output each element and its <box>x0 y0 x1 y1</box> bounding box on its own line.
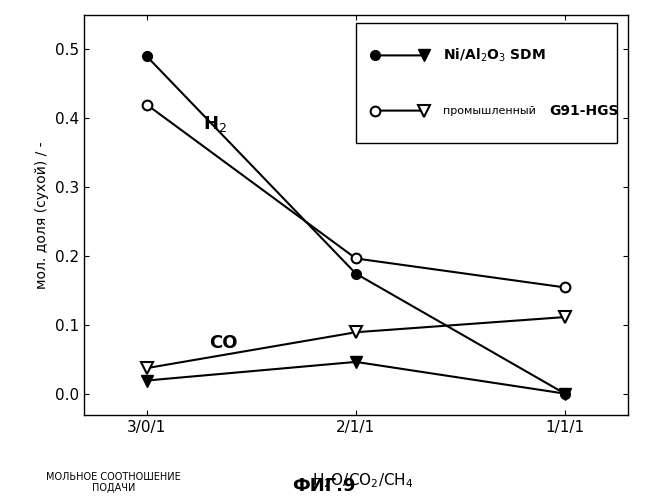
Text: промышленный: промышленный <box>443 106 536 116</box>
Text: H$_2$: H$_2$ <box>203 114 227 134</box>
Y-axis label: мол. доля (сухой) / -: мол. доля (сухой) / - <box>36 141 49 289</box>
Text: ФИГ.9: ФИГ.9 <box>292 477 355 495</box>
Text: CO: CO <box>210 334 238 352</box>
Text: G91-HGS: G91-HGS <box>549 104 619 118</box>
Text: МОЛЬНОЕ СООТНОШЕНИЕ: МОЛЬНОЕ СООТНОШЕНИЕ <box>46 472 181 482</box>
FancyBboxPatch shape <box>356 23 617 143</box>
Text: Ni/Al$_2$O$_3$ SDM: Ni/Al$_2$O$_3$ SDM <box>443 46 546 64</box>
Text: ПОДАЧИ: ПОДАЧИ <box>91 482 135 492</box>
Text: H$_2$O/CO$_2$/CH$_4$: H$_2$O/CO$_2$/CH$_4$ <box>311 471 413 490</box>
